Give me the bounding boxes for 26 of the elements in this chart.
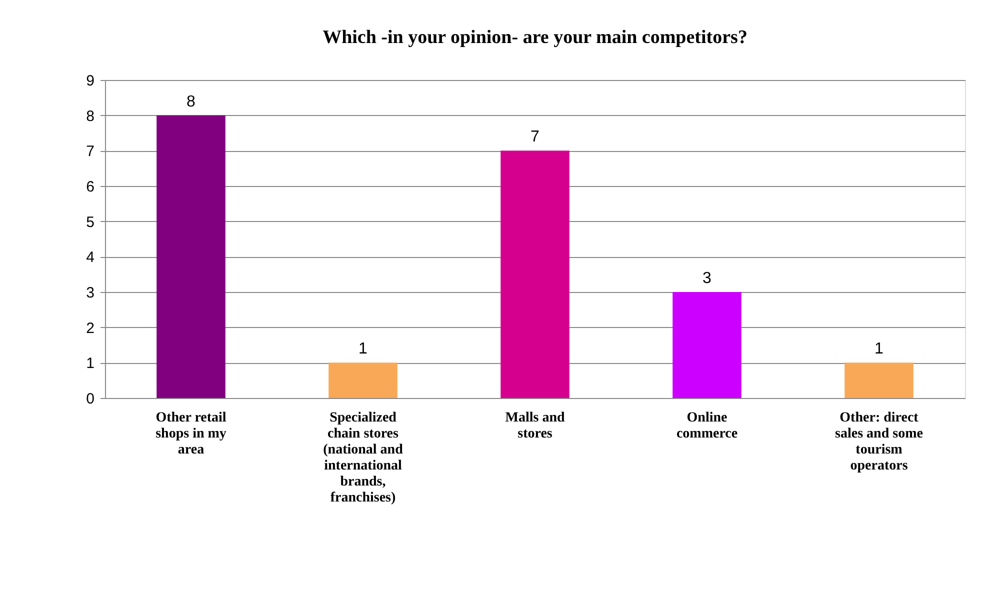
chart-title: Which -in your opinion- are your main competitors? [322, 27, 748, 48]
y-tick-label: 2 [86, 320, 94, 337]
y-tick-label: 8 [86, 108, 94, 125]
bar [156, 115, 226, 398]
y-tick-label: 1 [86, 355, 94, 372]
y-tick-label: 9 [86, 72, 94, 90]
data-label: 8 [186, 93, 196, 110]
y-tick-label: 0 [86, 390, 94, 408]
x-tick-label: Other: direct sales and some tourism operators [835, 410, 923, 474]
x-tick-label: Specialized chain stores (national and international brands, franchises) [323, 410, 404, 506]
bar [500, 150, 570, 398]
x-tick-label: Malls and stores [505, 410, 565, 442]
bar [844, 362, 914, 398]
y-tick-label: 6 [86, 178, 94, 196]
x-tick-label: Other retail shops in my area [156, 410, 226, 458]
bar [672, 292, 742, 398]
data-label: 1 [874, 340, 884, 358]
bar [328, 362, 398, 398]
y-tick-label: 7 [86, 143, 94, 160]
x-tick-label: Online commerce [676, 410, 738, 442]
data-label: 1 [358, 340, 368, 358]
data-label: 7 [530, 128, 540, 146]
y-tick-label: 4 [86, 249, 94, 266]
y-tick-label: 5 [86, 214, 94, 231]
y-tick-label: 3 [86, 284, 94, 302]
data-label: 3 [702, 270, 712, 287]
